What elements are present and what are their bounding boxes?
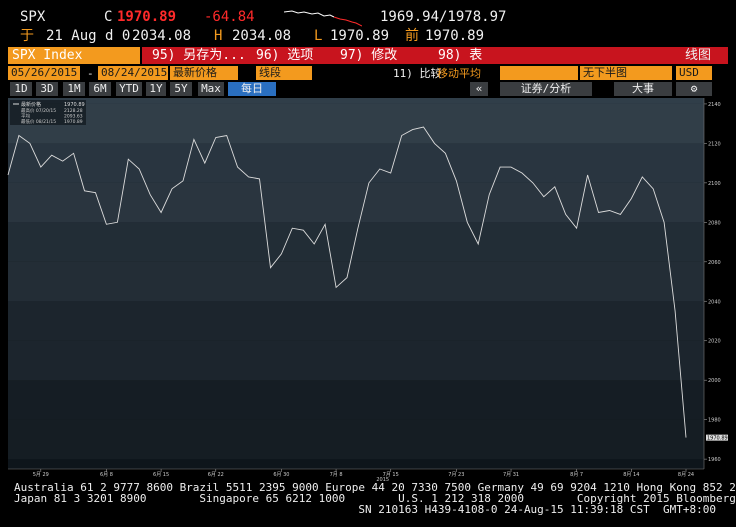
y-tick-label: 1980 — [708, 418, 721, 424]
x-tick-label: 8月 24 — [678, 472, 694, 478]
quote-field: 21 Aug d 0 — [46, 28, 131, 44]
bid-ask: 1969.94/1978.97 — [380, 9, 507, 25]
lower-panel[interactable]: 无下半图 — [580, 66, 672, 80]
compare[interactable]: 11) 比较 — [393, 67, 442, 80]
period-button[interactable]: 1Y — [146, 82, 166, 96]
plot-band — [8, 98, 704, 104]
y-tick-label: 2060 — [708, 260, 721, 266]
quote-field: 2034.08 — [232, 28, 292, 44]
y-tick-label: 1960 — [708, 457, 721, 463]
settings-gear[interactable]: ⚙ — [676, 82, 712, 96]
y-tick-label: 2000 — [708, 378, 721, 384]
x-tick-label: 8月 7 — [570, 472, 583, 478]
menu-item[interactable]: 98) 表 — [438, 48, 483, 63]
quote-field: H — [214, 28, 223, 44]
period-button[interactable]: YTD — [116, 82, 142, 96]
plot-band — [8, 459, 704, 469]
security-box[interactable]: SPX Index — [8, 47, 140, 64]
x-tick-label: 6月 15 — [153, 472, 169, 478]
price-line — [7, 126, 687, 438]
x-tick-label: 7月 8 — [330, 472, 343, 478]
legend-value: 1970.89 — [64, 102, 85, 108]
last-value-tag — [706, 434, 728, 441]
legend-box — [10, 100, 86, 125]
legend-label: 最新价格 — [21, 101, 41, 108]
sparkline — [284, 10, 362, 27]
x-tick-label: 7月 31 — [503, 472, 519, 478]
change: -64.84 — [204, 9, 255, 25]
x-tick-label: 5月 29 — [33, 472, 49, 478]
period-button[interactable]: 5Y — [170, 82, 192, 96]
y-tick-label: 2040 — [708, 299, 721, 305]
y-tick-label: 2140 — [708, 102, 721, 108]
period-button[interactable]: 1M — [63, 82, 85, 96]
dash: - — [87, 67, 94, 80]
footer-line: Japan 81 3 3201 8900 Singapore 65 6212 1… — [14, 492, 736, 505]
menu-item[interactable]: 97) 修改 — [340, 48, 398, 63]
x-tick-label: 7月 15 — [383, 472, 399, 478]
close-label: C — [104, 9, 113, 25]
style[interactable]: 线段 — [256, 66, 312, 80]
quote-field: L — [314, 28, 323, 44]
footer-line: SN 210163 H439-4108-0 24-Aug-15 11:39:18… — [358, 503, 716, 516]
legend-label: 最高价 07/20/15 — [21, 107, 56, 114]
legend-value: 2128.28 — [64, 108, 83, 114]
quote-field: 1970.89 — [330, 28, 390, 44]
plot-band — [8, 103, 704, 144]
x-year-label: 2015 — [376, 477, 389, 483]
legend-label: 平均 — [21, 113, 30, 120]
plot-band — [8, 261, 704, 302]
ticker: SPX — [20, 9, 46, 25]
start-date[interactable]: 05/26/2015 — [8, 66, 80, 80]
last-price: 1970.89 — [117, 9, 177, 25]
menu-bar — [142, 47, 728, 64]
y-tick-label: 2020 — [708, 339, 721, 345]
plot-band — [8, 301, 704, 341]
field[interactable]: 最新价格 — [170, 66, 238, 80]
plot-band — [8, 380, 704, 420]
legend-value: 1970.89 — [64, 119, 83, 125]
period-button[interactable]: Max — [198, 82, 224, 96]
security: SPX Index — [12, 48, 83, 63]
moving-average[interactable]: 移动平均 — [437, 67, 481, 80]
menu-item[interactable]: 95) 另存为... — [152, 48, 246, 63]
plot-band — [8, 143, 704, 183]
x-tick-label: 8月 14 — [623, 472, 639, 478]
y-tick-label: 2120 — [708, 141, 721, 147]
plot-band — [8, 222, 704, 262]
end-date[interactable]: 08/24/2015 — [98, 66, 168, 80]
period-button[interactable]: 1D — [10, 82, 32, 96]
plot-band — [8, 340, 704, 381]
y-tick-label: 2080 — [708, 220, 721, 226]
blank-box[interactable] — [500, 66, 578, 80]
period-button[interactable]: 3D — [36, 82, 58, 96]
quote-field: 2034.08 — [132, 28, 192, 44]
legend-value: 2093.63 — [64, 114, 83, 120]
period-button[interactable]: 6M — [89, 82, 111, 96]
plot-band — [8, 419, 704, 460]
x-tick-label: 6月 8 — [100, 472, 113, 478]
footer-line: Australia 61 2 9777 8600 Brazil 5511 239… — [14, 481, 736, 494]
last-value-label: 1970.89 — [707, 436, 728, 442]
back-button[interactable]: « — [470, 82, 488, 96]
frequency[interactable]: 每日 — [228, 82, 276, 96]
menu-item[interactable]: 96) 选项 — [256, 48, 314, 63]
legend-label: 最低价 08/21/15 — [21, 118, 56, 125]
events[interactable]: 大事 — [614, 82, 672, 96]
currency[interactable]: USD — [676, 66, 712, 80]
quote-field: 于 — [20, 28, 34, 44]
view-label[interactable]: 线图 — [685, 48, 712, 63]
quote-field: 1970.89 — [425, 28, 485, 44]
quote-field: 前 — [405, 28, 419, 44]
plot-band — [8, 182, 704, 223]
x-tick-label: 6月 30 — [273, 472, 289, 478]
y-tick-label: 2100 — [708, 181, 721, 187]
analysis[interactable]: 证券/分析 — [500, 82, 592, 96]
x-tick-label: 6月 22 — [208, 472, 224, 478]
x-tick-label: 7月 23 — [448, 472, 464, 478]
